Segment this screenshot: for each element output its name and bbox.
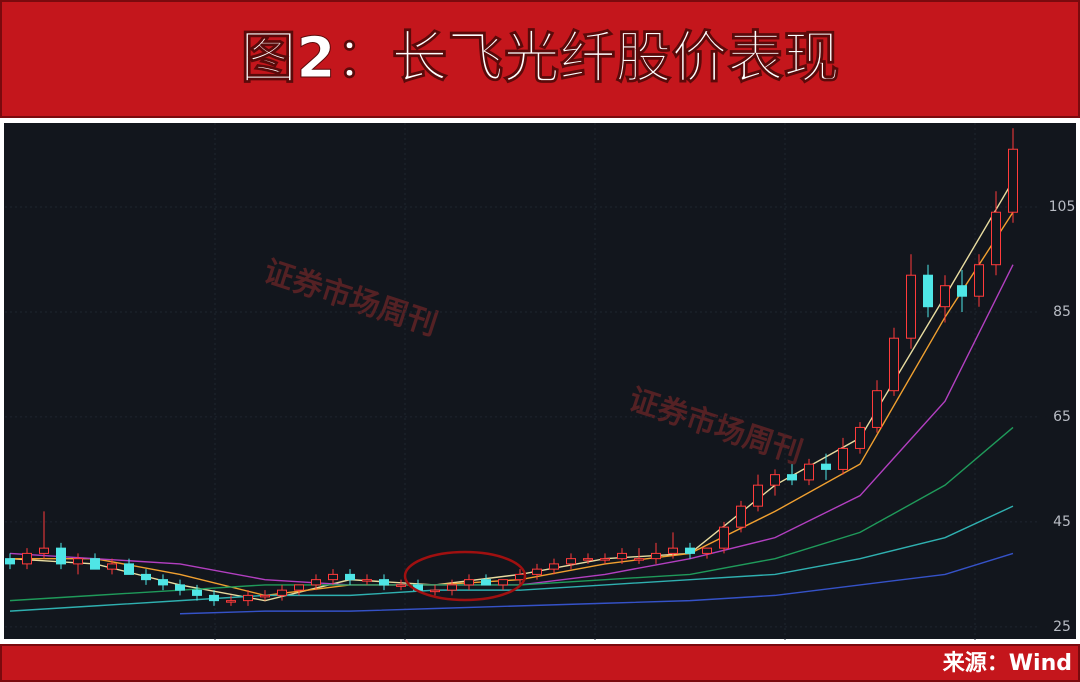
candle-body (651, 552, 661, 560)
candle-body (991, 211, 1001, 266)
candle-body (379, 579, 389, 586)
highlight-ellipse (403, 550, 527, 602)
ma-line (179, 552, 1014, 615)
candle-body (158, 579, 168, 586)
candle-body (532, 568, 542, 575)
y-tick-label: 25 (1053, 619, 1071, 635)
candle-body (345, 573, 355, 581)
candle-body (107, 563, 117, 570)
candle-body (175, 584, 185, 591)
candle-body (498, 579, 508, 586)
candle-body (481, 579, 491, 586)
candle-body (464, 579, 474, 586)
candle-body (889, 337, 899, 392)
candle-body (634, 558, 644, 561)
y-tick-label: 65 (1053, 409, 1071, 425)
candle-body (923, 274, 933, 308)
candle-body (124, 563, 134, 575)
ma-line (9, 505, 1014, 612)
candle-body (362, 579, 372, 582)
candle-body (515, 573, 525, 581)
candle-body (736, 505, 746, 528)
candle-body (277, 589, 287, 596)
candle-body (22, 552, 32, 565)
candle-body (600, 558, 610, 561)
candle-body (90, 558, 100, 570)
y-tick-label: 105 (1049, 199, 1076, 215)
candle-body (719, 526, 729, 549)
header-band (0, 0, 1080, 118)
candle-body (804, 463, 814, 481)
candle-body (311, 579, 321, 586)
candle-body (549, 563, 559, 570)
candle-body (1008, 148, 1018, 213)
candle-body (141, 573, 151, 581)
candle-body (430, 589, 440, 593)
candle-body (855, 426, 865, 449)
y-tick-label: 85 (1053, 304, 1071, 320)
candle-body (226, 600, 236, 603)
candle-body (447, 584, 457, 591)
candle-body (583, 558, 593, 561)
candle-body (838, 447, 848, 470)
candle-body (617, 552, 627, 560)
candle-body (974, 264, 984, 297)
candle-body (328, 573, 338, 581)
candle-body (566, 558, 576, 565)
candle-body (396, 584, 406, 587)
candle-body (787, 474, 797, 481)
candle-body (770, 474, 780, 486)
candle-body (39, 547, 49, 554)
candle-body (872, 390, 882, 428)
candle-body (940, 285, 950, 308)
candle-body (753, 484, 763, 507)
candle-body (192, 589, 202, 596)
candle-body (685, 547, 695, 554)
candle-body (957, 285, 967, 297)
candle-body (260, 594, 270, 598)
candle-body (906, 274, 916, 339)
candle-body (821, 463, 831, 470)
candle-body (702, 547, 712, 554)
candle-body (5, 558, 15, 565)
candle-body (668, 547, 678, 554)
candle-body (56, 547, 66, 565)
title: 图2：长飞光纤股价表现 (241, 26, 840, 91)
candle-body (209, 594, 219, 602)
y-tick-label: 45 (1053, 514, 1071, 530)
source: 来源：Wind (942, 651, 1072, 676)
candle-body (294, 584, 304, 591)
candle-body (243, 594, 253, 602)
footer-band (0, 644, 1080, 682)
candle-body (73, 558, 83, 565)
